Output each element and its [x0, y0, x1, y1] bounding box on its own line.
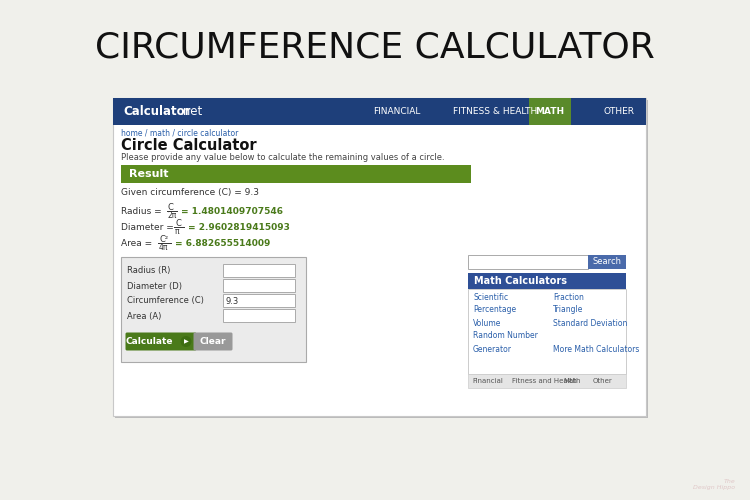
Text: Standard Deviation: Standard Deviation	[553, 318, 627, 328]
Text: OTHER: OTHER	[603, 107, 634, 116]
Text: Math Calculators: Math Calculators	[474, 276, 567, 286]
Text: CIRCUMFERENCE CALCULATOR: CIRCUMFERENCE CALCULATOR	[95, 30, 655, 64]
Text: = 1.4801409707546: = 1.4801409707546	[181, 206, 283, 216]
Bar	[468, 255, 588, 269]
Text: 2π: 2π	[168, 212, 177, 220]
Text: Please provide any value below to calculate the remaining values of a circle.: Please provide any value below to calcul…	[121, 152, 445, 162]
Text: Area (A): Area (A)	[127, 312, 161, 320]
Text: Area =: Area =	[121, 238, 152, 248]
Text: FITNESS & HEALTH: FITNESS & HEALTH	[453, 107, 537, 116]
Text: Financial: Financial	[472, 378, 502, 384]
Text: Result: Result	[129, 169, 169, 179]
Text: = 6.882655514009: = 6.882655514009	[175, 238, 270, 248]
Bar	[121, 257, 306, 362]
Text: C: C	[175, 218, 181, 228]
Bar	[121, 165, 471, 183]
Text: Calculate: Calculate	[125, 337, 172, 346]
Text: C²: C²	[159, 234, 168, 244]
Text: .net: .net	[180, 105, 203, 118]
Text: Radius (R): Radius (R)	[127, 266, 170, 276]
Text: Triangle: Triangle	[553, 306, 584, 314]
Text: Generator: Generator	[473, 344, 512, 354]
Text: Volume: Volume	[473, 318, 501, 328]
Text: Random Number: Random Number	[473, 332, 538, 340]
Bar	[223, 294, 295, 307]
Text: Diameter =: Diameter =	[121, 222, 174, 232]
Bar	[223, 264, 295, 277]
Text: More Math Calculators: More Math Calculators	[553, 344, 639, 354]
Text: Radius =: Radius =	[121, 206, 162, 216]
Bar	[468, 374, 626, 388]
FancyBboxPatch shape	[194, 332, 232, 350]
Bar	[113, 98, 646, 416]
Bar	[223, 279, 295, 292]
Text: MATH: MATH	[536, 107, 565, 116]
Text: Circumference (C): Circumference (C)	[127, 296, 204, 306]
Text: 4π: 4π	[159, 244, 169, 252]
Text: Math: Math	[563, 378, 580, 384]
Bar	[468, 289, 626, 374]
Text: Fitness and Health: Fitness and Health	[512, 378, 577, 384]
Text: Given circumference (C) = 9.3: Given circumference (C) = 9.3	[121, 188, 259, 198]
Bar	[115, 100, 648, 418]
Text: π: π	[175, 228, 180, 236]
Text: home / math / circle calculator: home / math / circle calculator	[121, 128, 238, 138]
Bar	[468, 273, 626, 289]
Text: Other: Other	[593, 378, 613, 384]
Text: Search: Search	[592, 258, 622, 266]
Text: Diameter (D): Diameter (D)	[127, 282, 182, 290]
Text: Calculator: Calculator	[123, 105, 190, 118]
Bar	[113, 98, 646, 125]
Text: Clear: Clear	[200, 337, 226, 346]
Bar	[223, 309, 295, 322]
Bar	[588, 255, 626, 269]
Text: The
Design Hippo: The Design Hippo	[693, 479, 735, 490]
Text: Percentage: Percentage	[473, 306, 516, 314]
Text: Circle Calculator: Circle Calculator	[121, 138, 256, 152]
FancyBboxPatch shape	[125, 332, 196, 350]
Text: ▶: ▶	[184, 339, 189, 344]
Circle shape	[181, 336, 191, 347]
Text: = 2.9602819415093: = 2.9602819415093	[188, 222, 290, 232]
Text: 9.3: 9.3	[226, 296, 239, 306]
Text: C: C	[168, 202, 174, 211]
Text: FINANCIAL: FINANCIAL	[373, 107, 420, 116]
Bar	[529, 98, 571, 125]
Text: Scientific: Scientific	[473, 292, 508, 302]
Text: Fraction: Fraction	[553, 292, 584, 302]
